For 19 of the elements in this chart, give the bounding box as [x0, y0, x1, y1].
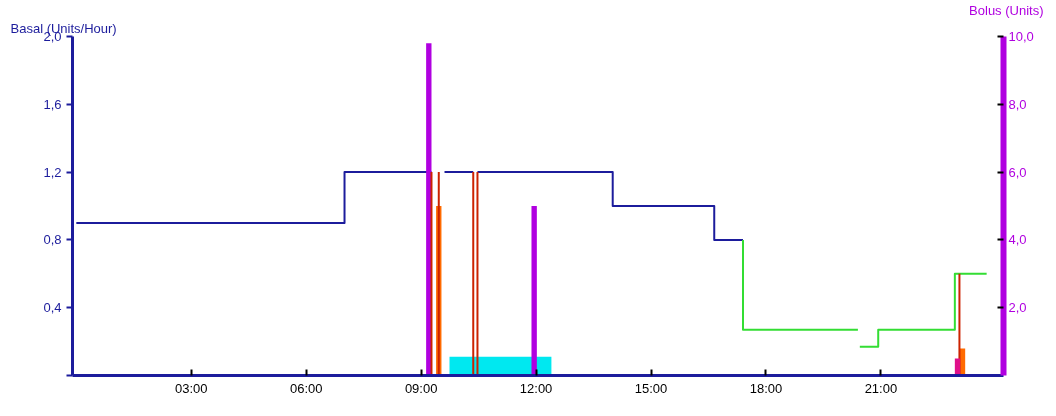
y-tick-label: 0,4 [43, 300, 62, 316]
y2-tick-label: 8,0 [1008, 96, 1027, 112]
x-tick-label: 06:00 [289, 380, 323, 396]
y-tick-label: 0,8 [43, 232, 62, 248]
y2-tick-label: 6,0 [1008, 164, 1027, 180]
x-tick-label: 15:00 [634, 380, 668, 396]
x-tick-label: 12:00 [519, 380, 553, 396]
x-tick-label: 18:00 [749, 380, 783, 396]
y2-axis-title: Bolus (Units) [969, 2, 1044, 18]
bar [531, 206, 537, 376]
y-tick-label: 1,6 [43, 96, 62, 112]
x-tick-label: 21:00 [864, 380, 898, 396]
y2-tick-label: 10,0 [1008, 29, 1034, 44]
x-tick-label: 09:00 [404, 380, 438, 396]
bar [959, 348, 966, 376]
y2-tick-label: 2,0 [1008, 300, 1027, 316]
x-tick-label: 03:00 [175, 380, 208, 396]
y2-tick-label: 4,0 [1008, 232, 1027, 248]
y-tick-label: 1,2 [43, 164, 62, 180]
